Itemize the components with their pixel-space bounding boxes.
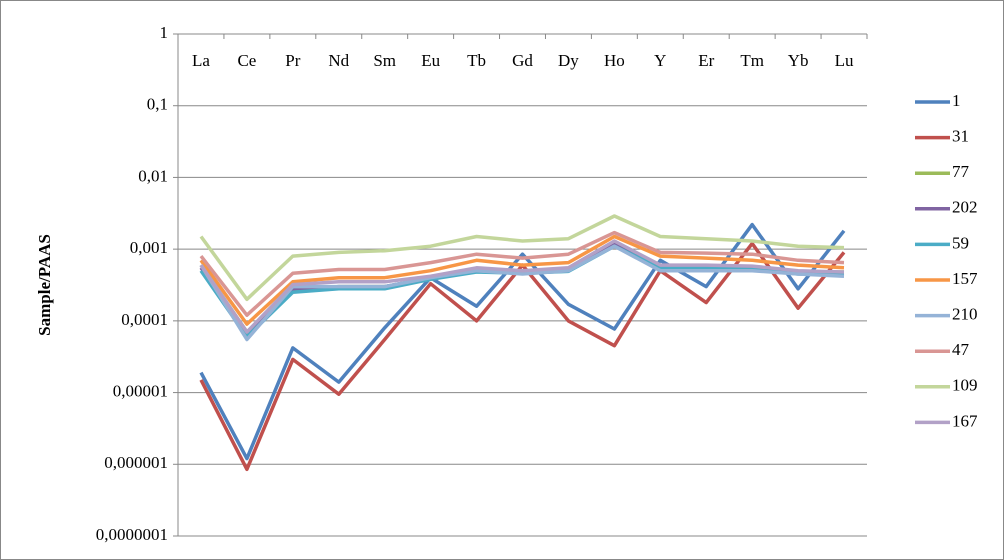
series-line xyxy=(199,239,845,334)
y-axis-title: Sample/PAAS xyxy=(35,234,54,336)
x-tick-label: Lu xyxy=(835,51,854,70)
x-tick-label: Tm xyxy=(740,51,764,70)
series-line xyxy=(199,234,845,326)
x-tick-label: Y xyxy=(654,51,666,70)
legend-label: 31 xyxy=(952,127,969,146)
y-tick-label: 1 xyxy=(160,23,169,42)
series-line xyxy=(199,214,845,302)
x-tick-label: Pr xyxy=(285,51,300,70)
x-tick-label: Eu xyxy=(421,51,440,70)
series-line xyxy=(199,222,846,461)
y-tick-label: 0,00001 xyxy=(113,381,168,400)
legend-label: 210 xyxy=(952,305,978,324)
x-tick-label: Ho xyxy=(604,51,625,70)
series-line xyxy=(199,244,845,342)
legend-label: 167 xyxy=(952,411,978,430)
legend-label: 59 xyxy=(952,233,969,252)
y-tick-label: 0,0001 xyxy=(121,310,168,329)
x-tick-label: Tb xyxy=(467,51,486,70)
legend-label: 1 xyxy=(952,91,961,110)
y-tick-label: 0,001 xyxy=(130,238,168,257)
x-tick-label: Gd xyxy=(512,51,533,70)
x-tick-label: Yb xyxy=(788,51,809,70)
legend-label: 109 xyxy=(952,376,978,395)
legend-label: 202 xyxy=(952,198,978,217)
legend-label: 47 xyxy=(952,340,970,359)
x-tick-label: Ce xyxy=(237,51,256,70)
y-tick-label: 0,000001 xyxy=(104,453,168,472)
legend-label: 157 xyxy=(952,269,978,288)
legend-label: 77 xyxy=(952,162,970,181)
x-tick-label: Nd xyxy=(328,51,349,70)
y-tick-label: 0,0000001 xyxy=(96,525,168,544)
x-tick-label: La xyxy=(192,51,210,70)
y-tick-label: 0,1 xyxy=(147,95,168,114)
x-tick-label: Sm xyxy=(373,51,396,70)
x-tick-label: Dy xyxy=(558,51,579,70)
x-tick-label: Er xyxy=(698,51,714,70)
y-tick-label: 0,01 xyxy=(138,166,168,185)
series-line xyxy=(199,230,845,317)
